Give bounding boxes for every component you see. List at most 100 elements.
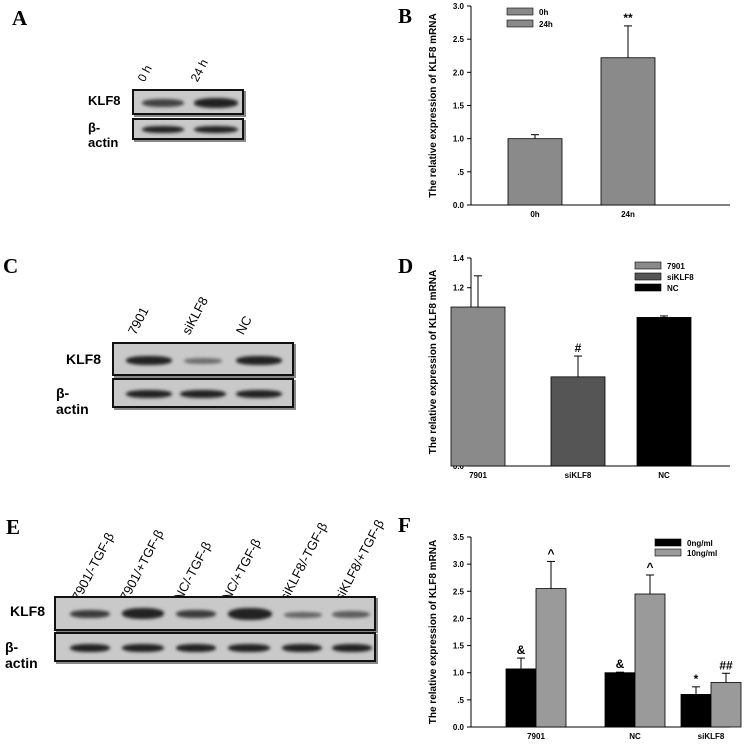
data-bar	[507, 138, 563, 206]
legend-label: 7901	[667, 262, 685, 271]
blot-band	[122, 608, 164, 619]
data-bar	[505, 668, 537, 728]
blot-band	[332, 644, 372, 652]
blot-band	[126, 356, 172, 365]
y-tick-label: 1.4	[453, 254, 465, 263]
panel-letter-f: F	[398, 513, 411, 537]
blot-row-label: β-actin	[5, 639, 38, 671]
lane-label: siKLF8	[178, 294, 211, 337]
legend-label: 10ng/ml	[687, 549, 717, 558]
legend-label: 0ng/ml	[687, 539, 713, 548]
data-bar	[680, 694, 712, 728]
legend-label: NC	[667, 284, 679, 293]
blot-band	[126, 390, 172, 398]
blot-strip-klf8	[54, 596, 376, 631]
significance-mark: ^	[547, 546, 554, 560]
legend-swatch	[634, 272, 662, 281]
panel-letter-e: E	[6, 515, 21, 539]
y-tick-label: 1.0	[453, 669, 465, 678]
legend-swatch	[654, 548, 682, 557]
blot-band	[184, 358, 222, 364]
legend-label: 24h	[539, 20, 553, 29]
legend-label: siKLF8	[667, 273, 694, 282]
blot-band	[70, 610, 110, 618]
significance-mark: &	[517, 643, 526, 657]
y-tick-label: 0.0	[453, 723, 465, 732]
y-tick-label: 0.0	[453, 462, 465, 471]
data-bar	[710, 682, 742, 728]
data-bar	[604, 672, 636, 728]
lane-label: NC/-TGF-β	[170, 538, 215, 603]
data-bar	[636, 317, 692, 467]
x-tick-label: siKLF8	[565, 471, 592, 480]
y-tick-label: .5	[457, 168, 464, 177]
data-bar	[600, 57, 656, 206]
lane-label: siKLF8/+TGF-β	[331, 516, 388, 603]
y-tick-label: 1.5	[453, 102, 465, 111]
y-tick-label: 3.5	[453, 533, 465, 542]
lane-label: NC/+TGF-β	[218, 536, 264, 603]
bar-chart-f: 0.0 .5 1.0 1.5 2.0 2.5 3.0 3.5 The relative expr…	[428, 533, 742, 741]
y-tick-label: 1.0	[453, 135, 465, 144]
y-axis-label: The relative expression of KLF8 mRNA	[428, 270, 439, 455]
lane-label: NC	[232, 313, 255, 337]
blot-band	[142, 99, 184, 107]
blot-band	[332, 611, 370, 618]
significance-mark: #	[575, 341, 582, 355]
blot-band	[194, 98, 238, 108]
blot-strip-actin	[54, 632, 376, 662]
significance-mark: ##	[719, 658, 733, 672]
y-tick-label: 1.2	[453, 284, 465, 293]
blot-strip-klf8	[132, 89, 244, 115]
legend-swatch	[654, 538, 682, 547]
blot-row-label: KLF8	[10, 603, 45, 619]
blot-band	[194, 126, 238, 133]
panel-letter-c: C	[3, 254, 19, 278]
legend-swatch	[506, 19, 534, 28]
y-tick-label: 2.0	[453, 68, 465, 77]
significance-mark: &	[616, 657, 625, 671]
blot-row-label: KLF8	[66, 351, 101, 367]
blot-row-label: KLF8	[88, 93, 121, 108]
blot-band	[142, 126, 184, 133]
blot-strip-actin	[132, 118, 244, 140]
y-tick-label: .5	[457, 696, 464, 705]
blot-band	[228, 644, 270, 652]
x-tick-label: 24n	[621, 210, 635, 219]
blot-band	[70, 644, 110, 652]
panel-letter-d: D	[398, 254, 414, 278]
y-tick-label: 3.0	[453, 560, 465, 569]
x-tick-label: NC	[658, 471, 670, 480]
y-axis-label: The relative expression of KLF8 mRNA	[428, 540, 439, 725]
blot-band	[176, 644, 216, 652]
legend-swatch	[634, 283, 662, 292]
significance-mark: *	[694, 672, 699, 686]
blot-band	[180, 390, 226, 398]
x-tick-label: siKLF8	[698, 732, 725, 741]
lane-label: 7901/-TGF-β	[68, 530, 118, 603]
panel-letter-a: A	[12, 6, 28, 30]
blot-band	[176, 610, 216, 618]
blot-strip-actin	[112, 378, 294, 408]
y-tick-label: 2.0	[453, 614, 465, 623]
legend-swatch	[506, 7, 534, 16]
legend-swatch	[634, 261, 662, 270]
blot-band	[236, 390, 282, 398]
panel-letter-b: B	[398, 4, 413, 28]
y-axis-label: The relative expression of KLF8 mRNA	[428, 13, 439, 198]
x-tick-label: 7901	[469, 471, 487, 480]
y-tick-label: 0.0	[453, 201, 465, 210]
lane-label: 24 h	[187, 56, 211, 84]
blot-band	[284, 612, 322, 618]
x-tick-label: 7901	[527, 732, 545, 741]
y-tick-label: 2.5	[453, 587, 465, 596]
y-tick-label: 3.0	[453, 2, 465, 11]
data-bar	[550, 376, 606, 467]
data-bar	[450, 306, 506, 467]
blot-band	[228, 608, 272, 620]
significance-mark: **	[623, 11, 633, 25]
data-bar	[634, 593, 666, 728]
y-tick-label: 2.5	[453, 35, 465, 44]
blot-row-label: β-actin	[88, 120, 119, 150]
